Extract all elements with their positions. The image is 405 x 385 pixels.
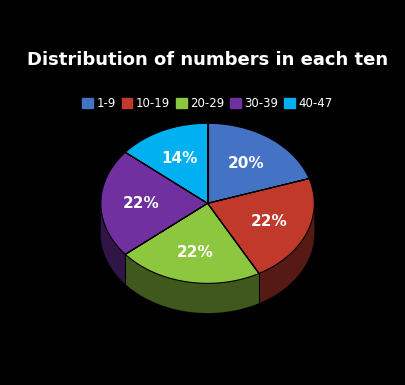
Text: 22%: 22% bbox=[177, 244, 213, 259]
Polygon shape bbox=[207, 179, 314, 273]
Legend: 1-9, 10-19, 20-29, 30-39, 40-47: 1-9, 10-19, 20-29, 30-39, 40-47 bbox=[77, 92, 338, 115]
Text: 14%: 14% bbox=[161, 151, 198, 166]
Polygon shape bbox=[125, 254, 259, 313]
Polygon shape bbox=[101, 152, 207, 254]
Polygon shape bbox=[101, 203, 125, 284]
Polygon shape bbox=[125, 203, 259, 283]
Polygon shape bbox=[207, 123, 309, 203]
Ellipse shape bbox=[101, 153, 314, 313]
Text: Distribution of numbers in each ten: Distribution of numbers in each ten bbox=[27, 51, 388, 69]
Polygon shape bbox=[125, 123, 207, 203]
Polygon shape bbox=[259, 203, 314, 303]
Text: 22%: 22% bbox=[251, 214, 288, 229]
Text: 22%: 22% bbox=[123, 196, 160, 211]
Text: 20%: 20% bbox=[228, 156, 265, 171]
